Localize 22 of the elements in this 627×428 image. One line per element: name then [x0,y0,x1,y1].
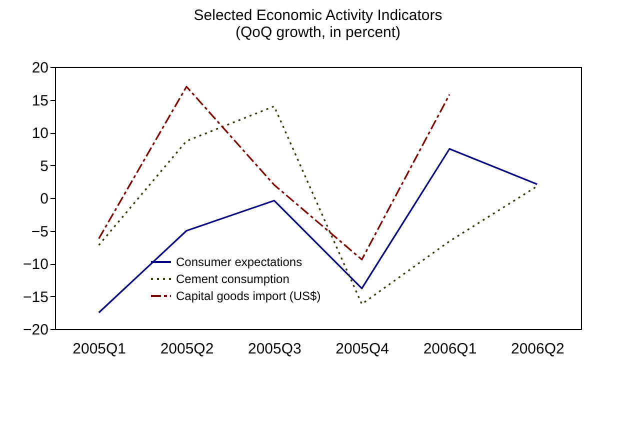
y-tick-label: 5 [40,158,48,175]
x-tick-label: 2006Q1 [423,340,477,358]
line-series [98,106,538,305]
chart-title: Selected Economic Activity Indicators [194,7,442,24]
chart-subtitle: (QoQ growth, in percent) [235,24,401,41]
y-tick-label: 15 [32,92,48,110]
x-tick-label: 2005Q1 [72,340,126,358]
y-tick-label: 10 [32,125,48,142]
legend-label: Cement consumption [176,272,290,286]
y-tick-label: −15 [23,288,48,306]
legend-label: Consumer expectations [176,255,302,269]
x-tick-label: 2005Q3 [248,340,302,358]
y-tick-label: −5 [31,223,48,240]
legend-label: Capital goods import (US$) [176,289,321,303]
x-tick-label: 2006Q2 [510,340,564,358]
x-tick-label: 2005Q4 [336,340,390,358]
y-tick-label: 20 [32,60,48,76]
y-tick-label: −20 [23,322,48,338]
y-tick-label: 0 [40,190,48,208]
y-tick-label: −10 [23,256,48,273]
x-tick-label: 2005Q2 [160,340,214,358]
line-series [98,148,538,314]
